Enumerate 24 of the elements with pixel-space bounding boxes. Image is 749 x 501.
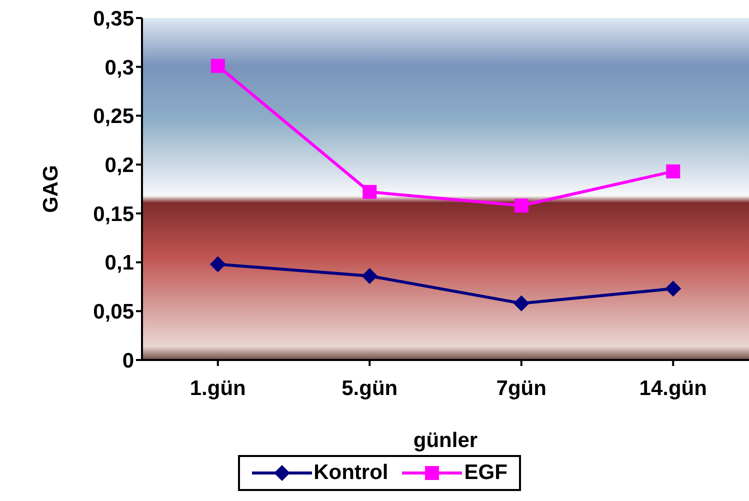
point: [362, 268, 378, 284]
point: [514, 198, 528, 213]
point: [362, 184, 377, 199]
y-tick-label: 0,25: [93, 105, 134, 128]
y-tick-label: 0,3: [104, 56, 134, 80]
y-tick-label: 0: [122, 349, 134, 372]
x-axis-title: günler: [413, 429, 478, 452]
x-tick-label: 5.gün: [342, 376, 398, 400]
point: [665, 280, 682, 297]
legend-label: Kontrol: [312, 461, 388, 485]
point: [513, 295, 530, 312]
y-tick-label: 0,05: [93, 300, 134, 324]
y-tick-label: 0,1: [104, 252, 134, 275]
y-axis-title: GAG: [39, 165, 62, 213]
x-tick-label: 14.gün: [639, 376, 707, 400]
point: [666, 164, 680, 178]
x-tick-label: 7gün: [496, 376, 546, 400]
x-tick-label: 1.gün: [190, 376, 246, 400]
point: [210, 256, 226, 272]
legend-label: EGF: [463, 461, 508, 485]
point: [210, 58, 225, 73]
y-tick-label: 0,35: [93, 7, 134, 30]
y-tick-label: 0,15: [93, 202, 134, 226]
y-tick-label: 0,2: [104, 154, 134, 178]
